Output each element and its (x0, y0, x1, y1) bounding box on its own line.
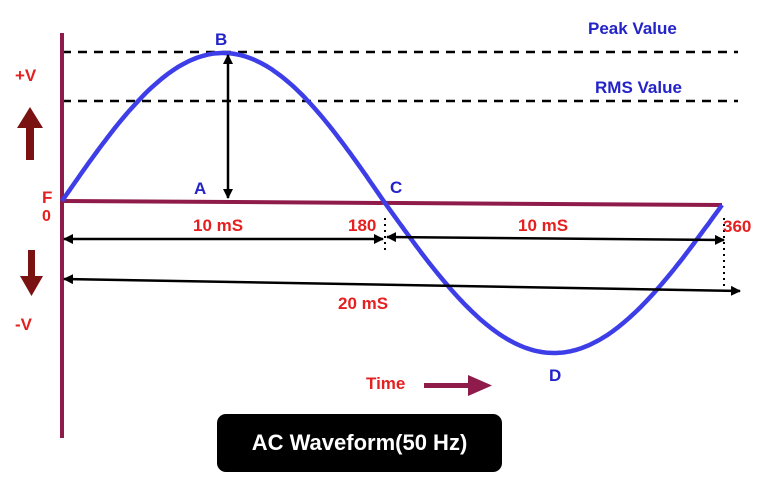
diagram-title: AC Waveform(50 Hz) (251, 430, 468, 455)
positive-voltage-label: +V (15, 66, 37, 85)
sine-wave (60, 50, 724, 356)
first-half-duration-label: 10 mS (193, 216, 243, 235)
zero-label: 0 (42, 208, 51, 225)
time-label: Time (366, 374, 405, 393)
rms-value-label: RMS Value (595, 78, 682, 97)
point-a-label: A (194, 179, 206, 198)
point-d-label: D (549, 366, 561, 385)
second-half-arrow (386, 232, 725, 245)
point-b-label: B (215, 30, 227, 49)
angle-360-label: 360 (723, 217, 751, 236)
negative-voltage-arrow-icon (20, 250, 43, 296)
positive-voltage-arrow-icon (17, 107, 43, 160)
negative-voltage-label: -V (15, 315, 33, 334)
point-f-label: F (42, 188, 52, 207)
time-axis (61, 199, 723, 207)
second-half-duration-label: 10 mS (518, 216, 568, 235)
peak-value-label: Peak Value (588, 19, 677, 38)
point-c-label: C (390, 178, 402, 197)
time-arrow-icon (424, 375, 492, 396)
title-box: AC Waveform(50 Hz) (217, 414, 502, 472)
full-cycle-duration-label: 20 mS (338, 294, 388, 313)
full-cycle-arrow (63, 274, 741, 296)
angle-180-label: 180 (348, 216, 376, 235)
